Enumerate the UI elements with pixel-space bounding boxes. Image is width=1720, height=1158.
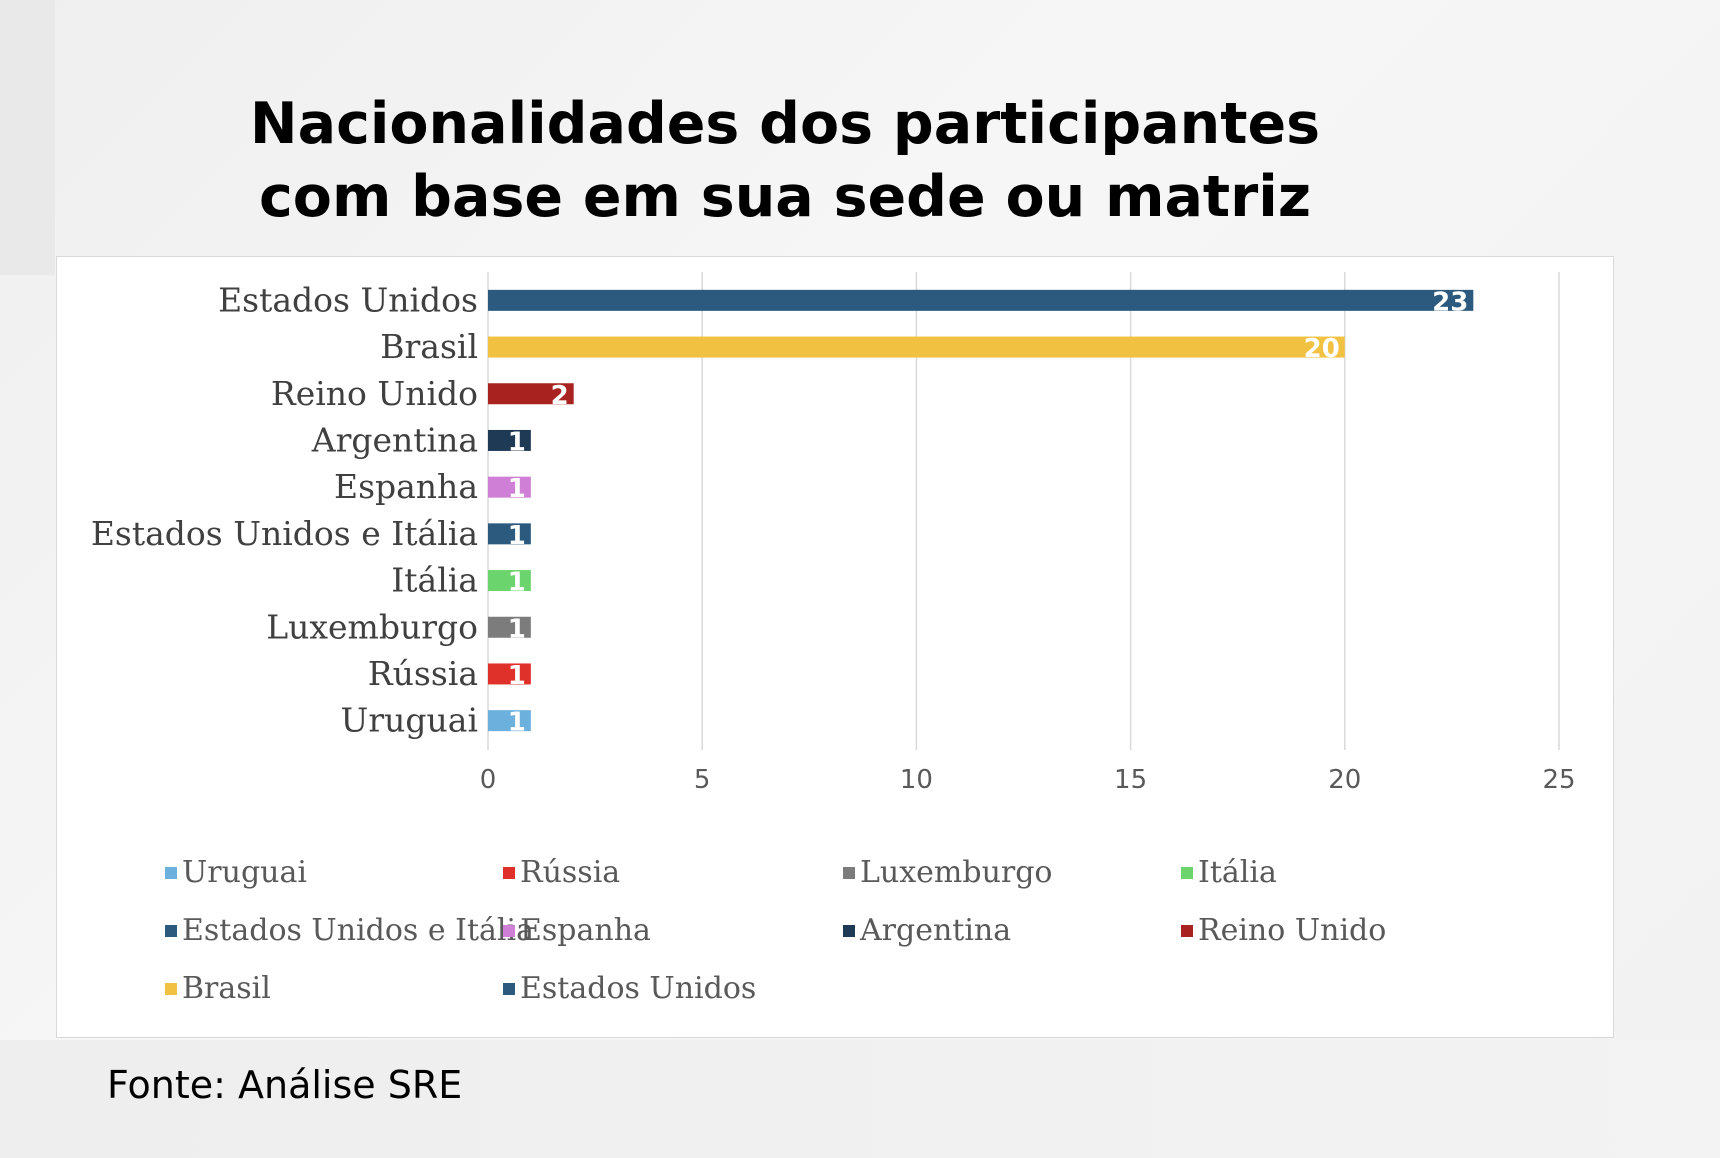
x-tick-label: 25 [1542, 765, 1575, 795]
category-label: Espanha [334, 467, 478, 506]
legend-label: Itália [1198, 855, 1277, 890]
legend-swatch [843, 924, 855, 937]
legend-label: Argentina [860, 913, 1012, 948]
legend-swatch [165, 866, 177, 879]
category-label: Reino Unido [271, 374, 478, 413]
title-line-2: com base em sua sede ou matriz [259, 164, 1311, 230]
legend-item: Brasil [165, 971, 271, 1006]
category-label: Rússia [368, 654, 478, 693]
data-label: 23 [1432, 287, 1468, 317]
chart-legend: Uruguai Rússia Luxemburgo Itália Estados Uni… [165, 855, 1565, 1035]
legend-item: Estados Unidos e Itália [165, 913, 534, 948]
bar [488, 523, 531, 545]
legend-item: Reino Unido [1181, 913, 1386, 948]
category-label: Argentina [311, 420, 478, 459]
data-label: 20 [1304, 334, 1340, 364]
legend-item: Espanha [503, 913, 651, 948]
bar [488, 663, 531, 685]
bar [488, 476, 531, 498]
data-label: 1 [508, 708, 526, 738]
title-line-1: Nacionalidades dos participantes [249, 91, 1321, 157]
legend-label: Estados Unidos e Itália [182, 913, 534, 948]
bar-chart: 0 5 10 15 20 25 Estados Unidos 23 Brasil 20 Reino … [91, 272, 1576, 795]
bar [488, 289, 1474, 311]
legend-item: Argentina [843, 913, 1011, 948]
data-label: 1 [508, 427, 526, 457]
chart-title: Nacionalidades dos participantes com bas… [0, 88, 1570, 234]
x-tick-label: 15 [1114, 765, 1147, 795]
category-label: Estados Unidos e Itália [91, 514, 478, 553]
legend-label: Luxemburgo [860, 855, 1053, 890]
data-label: 2 [551, 381, 569, 411]
x-tick-label: 5 [694, 765, 711, 795]
category-label: Uruguai [341, 701, 478, 740]
background-band [0, 1040, 1720, 1158]
legend-label: Espanha [520, 913, 651, 948]
legend-item: Itália [1181, 855, 1277, 890]
legend-item: Rússia [503, 855, 620, 890]
legend-swatch [165, 982, 177, 995]
bar [488, 383, 574, 405]
legend-item: Estados Unidos [503, 971, 756, 1006]
legend-label: Brasil [182, 971, 271, 1006]
legend-swatch [503, 924, 515, 937]
legend-item: Luxemburgo [843, 855, 1053, 890]
legend-item: Uruguai [165, 855, 307, 890]
legend-label: Estados Unidos [520, 971, 757, 1006]
data-label: 1 [508, 521, 526, 551]
x-tick-label: 20 [1328, 765, 1361, 795]
legend-swatch [503, 982, 515, 995]
source-note: Fonte: Análise SRE [107, 1063, 463, 1107]
bar [488, 336, 1345, 358]
bar [488, 429, 531, 451]
legend-swatch [1181, 924, 1193, 937]
legend-swatch [843, 866, 855, 879]
legend-swatch [1181, 866, 1193, 879]
data-label: 1 [508, 474, 526, 504]
legend-label: Reino Unido [1198, 913, 1387, 948]
bar [488, 710, 531, 732]
category-label: Estados Unidos [218, 280, 478, 319]
category-label: Luxemburgo [266, 607, 478, 646]
data-label: 1 [508, 614, 526, 644]
data-label: 1 [508, 568, 526, 598]
bar [488, 570, 531, 592]
data-label: 1 [508, 661, 526, 691]
legend-label: Rússia [520, 855, 621, 890]
legend-swatch [165, 924, 177, 937]
background-shape [0, 0, 55, 275]
chart-area: 0 5 10 15 20 25 Estados Unidos 23 Brasil 20 Reino … [56, 256, 1614, 1038]
bar [488, 616, 531, 638]
x-tick-label: 0 [480, 765, 497, 795]
legend-swatch [503, 866, 515, 879]
category-label: Brasil [380, 327, 478, 366]
legend-label: Uruguai [182, 855, 307, 890]
category-label: Itália [391, 561, 478, 600]
x-tick-label: 10 [900, 765, 933, 795]
